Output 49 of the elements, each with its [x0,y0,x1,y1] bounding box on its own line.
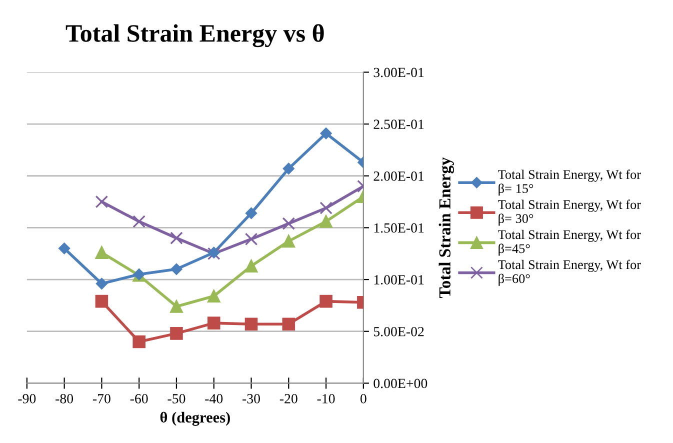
point [320,215,332,228]
point [207,316,220,330]
point [95,294,108,308]
point [132,215,146,228]
point [207,290,220,303]
legend-label: Total Strain Energy, Wt for β=45° [498,230,641,256]
point [170,327,183,340]
point [95,195,108,208]
point [282,217,296,230]
point [58,242,70,254]
x-tick-label: 0 [360,394,366,404]
x-tick-label: -20 [280,394,298,404]
x-tick-label: -70 [92,394,110,404]
point [244,318,258,330]
point [95,246,108,259]
point [170,263,182,275]
point [320,202,332,214]
point [96,278,108,290]
point [132,335,146,348]
x-tick-label: -30 [242,394,260,404]
point [244,260,258,272]
y-tick-label: 3.00E-01 [374,68,424,78]
y-tick-label: 2.00E-01 [374,171,424,181]
y-tick-label: 0.00E+00 [374,378,428,388]
y-tick-label: 1.50E-01 [374,223,424,233]
point [246,207,257,219]
legend-label: Total Strain Energy, Wt for β= 15° [498,170,641,196]
x-axis-title: θ (degrees) [160,412,230,426]
y-tick-label: 2.50E-01 [374,120,424,130]
x-tick-label: -40 [205,394,223,404]
y-axis-title: Total Strain Energy [438,157,454,298]
legend-label: Total Strain Energy, Wt for β= 30° [498,200,641,226]
y-tick-label: 5.00E-02 [374,326,424,336]
x-tick-label: -50 [168,394,186,404]
point [244,232,258,246]
x-tick-label: -80 [56,394,74,404]
x-tick-label: -10 [317,394,335,404]
x-tick-label: -90 [18,394,36,404]
point [320,128,332,140]
point [170,300,183,313]
x-tick-label: -60 [130,394,148,404]
point [282,234,296,248]
legend-label: Total Strain Energy, Wt for β=60° [498,260,641,286]
point [170,232,183,244]
point [282,318,296,330]
chart-title: Total Strain Energy vs θ [66,24,324,48]
y-tick-label: 1.00E-01 [374,275,424,285]
point [282,162,294,174]
point [320,294,332,308]
